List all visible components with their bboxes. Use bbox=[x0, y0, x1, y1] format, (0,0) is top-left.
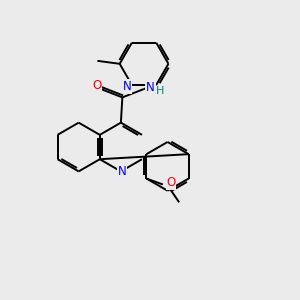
Text: N: N bbox=[146, 81, 155, 94]
Text: H: H bbox=[156, 86, 165, 96]
Text: O: O bbox=[92, 79, 101, 92]
Text: O: O bbox=[167, 176, 176, 190]
Text: N: N bbox=[117, 166, 126, 178]
Text: N: N bbox=[123, 80, 132, 93]
